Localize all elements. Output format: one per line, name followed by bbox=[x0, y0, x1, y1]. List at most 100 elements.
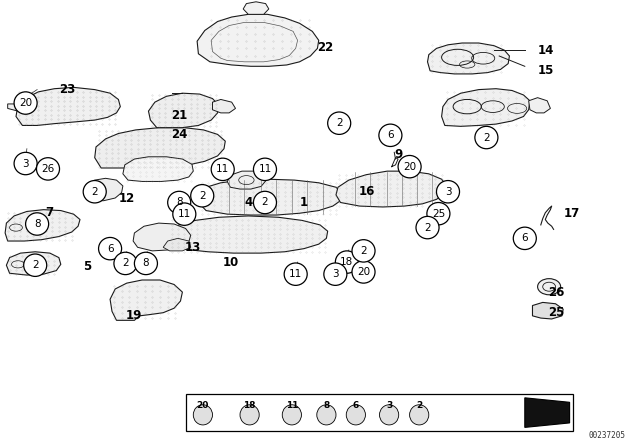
Ellipse shape bbox=[14, 152, 37, 175]
Ellipse shape bbox=[436, 181, 460, 203]
Text: 14: 14 bbox=[538, 43, 554, 57]
Ellipse shape bbox=[324, 263, 347, 285]
Text: 8: 8 bbox=[323, 401, 330, 410]
Ellipse shape bbox=[284, 263, 307, 285]
Ellipse shape bbox=[211, 158, 234, 181]
Ellipse shape bbox=[398, 155, 421, 178]
Ellipse shape bbox=[282, 405, 301, 425]
Polygon shape bbox=[532, 302, 563, 319]
Text: 25: 25 bbox=[548, 306, 564, 319]
Text: 6: 6 bbox=[522, 233, 528, 243]
Polygon shape bbox=[123, 157, 193, 181]
Text: 22: 22 bbox=[317, 40, 333, 54]
Bar bbox=[186, 394, 573, 431]
Text: 2: 2 bbox=[424, 223, 431, 233]
Text: 20: 20 bbox=[196, 401, 209, 410]
Text: 7: 7 bbox=[45, 206, 53, 220]
Text: 9: 9 bbox=[394, 148, 403, 161]
Ellipse shape bbox=[352, 240, 375, 262]
Text: 2: 2 bbox=[336, 118, 342, 128]
Text: 8: 8 bbox=[34, 219, 40, 229]
Polygon shape bbox=[197, 14, 319, 66]
Ellipse shape bbox=[193, 405, 212, 425]
Text: 3: 3 bbox=[386, 401, 392, 410]
Polygon shape bbox=[5, 210, 80, 241]
Polygon shape bbox=[148, 93, 219, 128]
Text: 3: 3 bbox=[22, 159, 29, 168]
Ellipse shape bbox=[26, 213, 49, 235]
Text: 25: 25 bbox=[432, 209, 445, 219]
Ellipse shape bbox=[335, 251, 358, 273]
Text: 21: 21 bbox=[172, 109, 188, 122]
Ellipse shape bbox=[317, 405, 336, 425]
Ellipse shape bbox=[134, 252, 157, 275]
Text: 00237205: 00237205 bbox=[589, 431, 626, 440]
Ellipse shape bbox=[352, 261, 375, 283]
Polygon shape bbox=[442, 89, 530, 126]
Ellipse shape bbox=[328, 112, 351, 134]
Ellipse shape bbox=[416, 216, 439, 239]
Text: 18: 18 bbox=[340, 257, 353, 267]
Polygon shape bbox=[84, 178, 123, 201]
Text: 2: 2 bbox=[483, 133, 490, 142]
Text: 2: 2 bbox=[416, 401, 422, 410]
Text: 5: 5 bbox=[83, 260, 92, 273]
Text: 2: 2 bbox=[92, 187, 98, 197]
Ellipse shape bbox=[538, 279, 561, 295]
Ellipse shape bbox=[191, 185, 214, 207]
Text: 8: 8 bbox=[176, 198, 182, 207]
Text: 20: 20 bbox=[357, 267, 370, 277]
Polygon shape bbox=[243, 2, 269, 14]
Ellipse shape bbox=[513, 227, 536, 250]
Text: 6: 6 bbox=[107, 244, 113, 254]
Polygon shape bbox=[428, 43, 509, 74]
Ellipse shape bbox=[380, 405, 399, 425]
Text: 1: 1 bbox=[300, 196, 308, 209]
Text: 19: 19 bbox=[125, 309, 142, 323]
Ellipse shape bbox=[253, 191, 276, 214]
Text: 15: 15 bbox=[538, 64, 554, 78]
Text: 16: 16 bbox=[358, 185, 375, 198]
Text: 4: 4 bbox=[244, 196, 253, 209]
Polygon shape bbox=[133, 223, 191, 251]
Text: 18: 18 bbox=[243, 401, 256, 410]
Text: 20: 20 bbox=[403, 162, 416, 172]
Ellipse shape bbox=[253, 158, 276, 181]
Text: 12: 12 bbox=[118, 191, 134, 205]
Polygon shape bbox=[168, 216, 328, 253]
Polygon shape bbox=[163, 238, 191, 251]
Ellipse shape bbox=[24, 254, 47, 276]
Ellipse shape bbox=[168, 191, 191, 214]
Text: 17: 17 bbox=[563, 207, 579, 220]
Text: 6: 6 bbox=[353, 401, 359, 410]
Ellipse shape bbox=[173, 203, 196, 225]
Ellipse shape bbox=[14, 92, 37, 114]
Polygon shape bbox=[6, 252, 61, 275]
Text: 26: 26 bbox=[42, 164, 54, 174]
Polygon shape bbox=[16, 87, 120, 125]
Text: 11: 11 bbox=[259, 164, 271, 174]
Text: 11: 11 bbox=[216, 164, 229, 174]
Ellipse shape bbox=[475, 126, 498, 149]
Text: 3: 3 bbox=[445, 187, 451, 197]
Polygon shape bbox=[198, 179, 342, 215]
Text: 2: 2 bbox=[262, 198, 268, 207]
Text: 20: 20 bbox=[19, 98, 32, 108]
Text: 24: 24 bbox=[172, 128, 188, 141]
Text: 10: 10 bbox=[223, 255, 239, 269]
Text: 13: 13 bbox=[184, 241, 200, 254]
Text: 11: 11 bbox=[178, 209, 191, 219]
Text: 11: 11 bbox=[285, 401, 298, 410]
Polygon shape bbox=[529, 98, 550, 113]
Ellipse shape bbox=[427, 202, 450, 225]
Ellipse shape bbox=[346, 405, 365, 425]
Ellipse shape bbox=[240, 405, 259, 425]
Polygon shape bbox=[227, 171, 266, 189]
Polygon shape bbox=[525, 398, 570, 427]
Ellipse shape bbox=[83, 181, 106, 203]
Polygon shape bbox=[8, 104, 18, 111]
Polygon shape bbox=[95, 128, 225, 168]
Text: 2: 2 bbox=[360, 246, 367, 256]
Text: 2: 2 bbox=[199, 191, 205, 201]
Text: 2: 2 bbox=[122, 258, 129, 268]
